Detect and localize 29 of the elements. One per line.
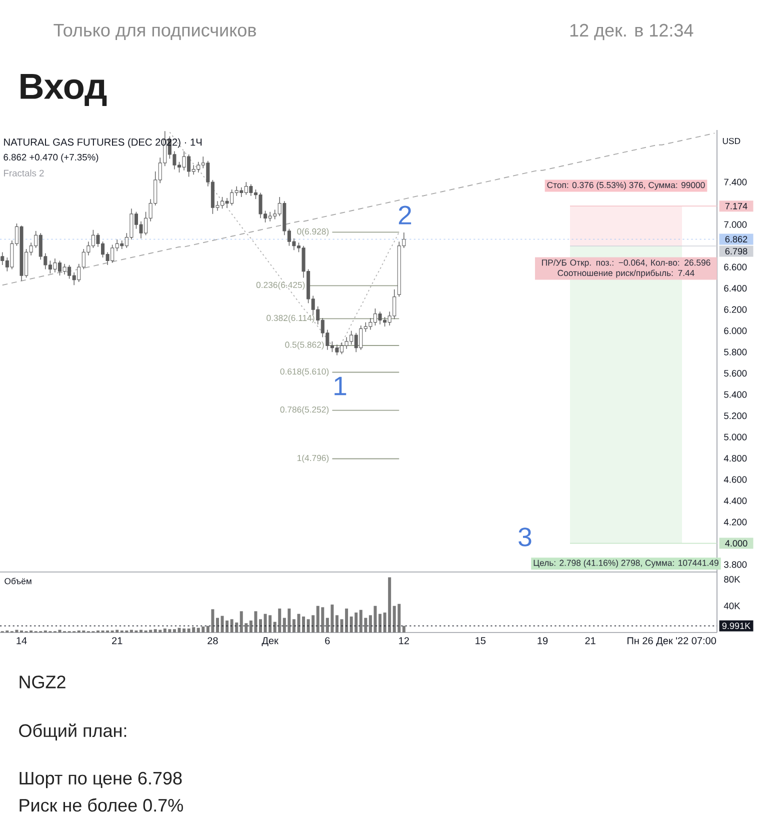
x-tick-label: 28 (208, 637, 218, 644)
bar (378, 614, 382, 632)
bar (216, 618, 219, 632)
text: Общий план: (19, 724, 126, 740)
text: 12 дек. в 12:34 (570, 24, 694, 40)
y-tick-label: 40K (724, 602, 740, 610)
x-tick-label: 21 (112, 637, 122, 644)
text: Вход (20, 74, 107, 106)
x-tick-label: Дек (262, 637, 278, 646)
text: NGZ2 (20, 676, 66, 688)
bar (335, 615, 338, 632)
bar (140, 630, 143, 632)
ref-line-label: 9.991K (722, 622, 751, 630)
text: Риск не более 0.7% (20, 798, 183, 812)
bar (302, 616, 306, 632)
y-tick-label: 80K (724, 576, 740, 583)
x-tick-label: 14 (16, 637, 27, 644)
x-tick-label: 12 (399, 637, 409, 644)
bar (402, 626, 406, 632)
x-tick-label: Пн 26 Дек '22 07:00 (628, 637, 716, 646)
text: Только для подписчиков (54, 24, 256, 40)
text: Объём (4, 578, 32, 584)
bar (182, 628, 186, 632)
text: Шорт по цене 6.798 (20, 772, 182, 788)
bar (259, 619, 262, 632)
x-tick-label: 19 (538, 637, 548, 644)
x-tick-label: 6 (325, 637, 330, 644)
x-tick-label: 21 (585, 637, 596, 644)
x-tick-label: 15 (476, 637, 486, 644)
